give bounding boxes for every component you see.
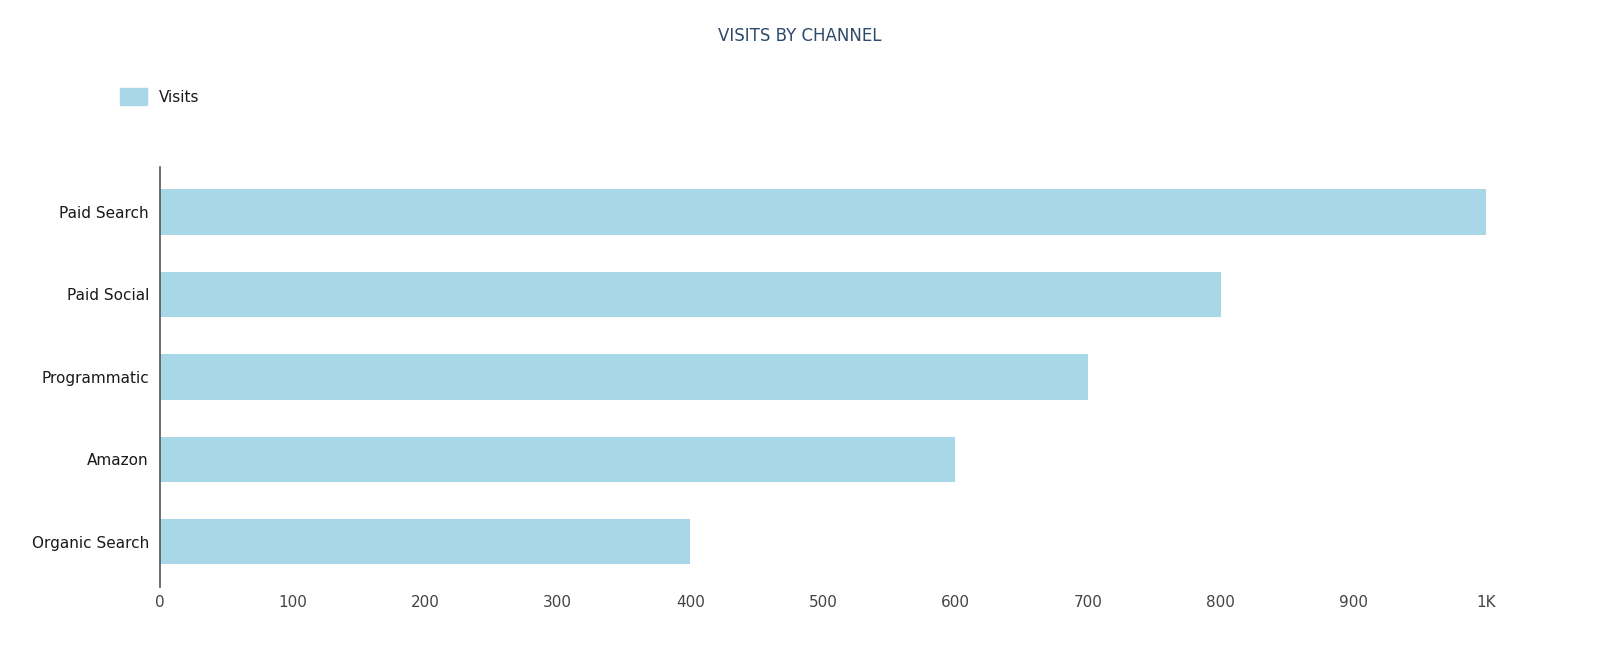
Text: VISITS BY CHANNEL: VISITS BY CHANNEL [718,27,882,45]
Bar [160,272,1221,317]
Bar [160,519,690,564]
Legend: Visits: Visits [120,87,200,105]
Bar [160,189,1486,235]
Bar [160,437,955,482]
Bar [160,354,1088,400]
